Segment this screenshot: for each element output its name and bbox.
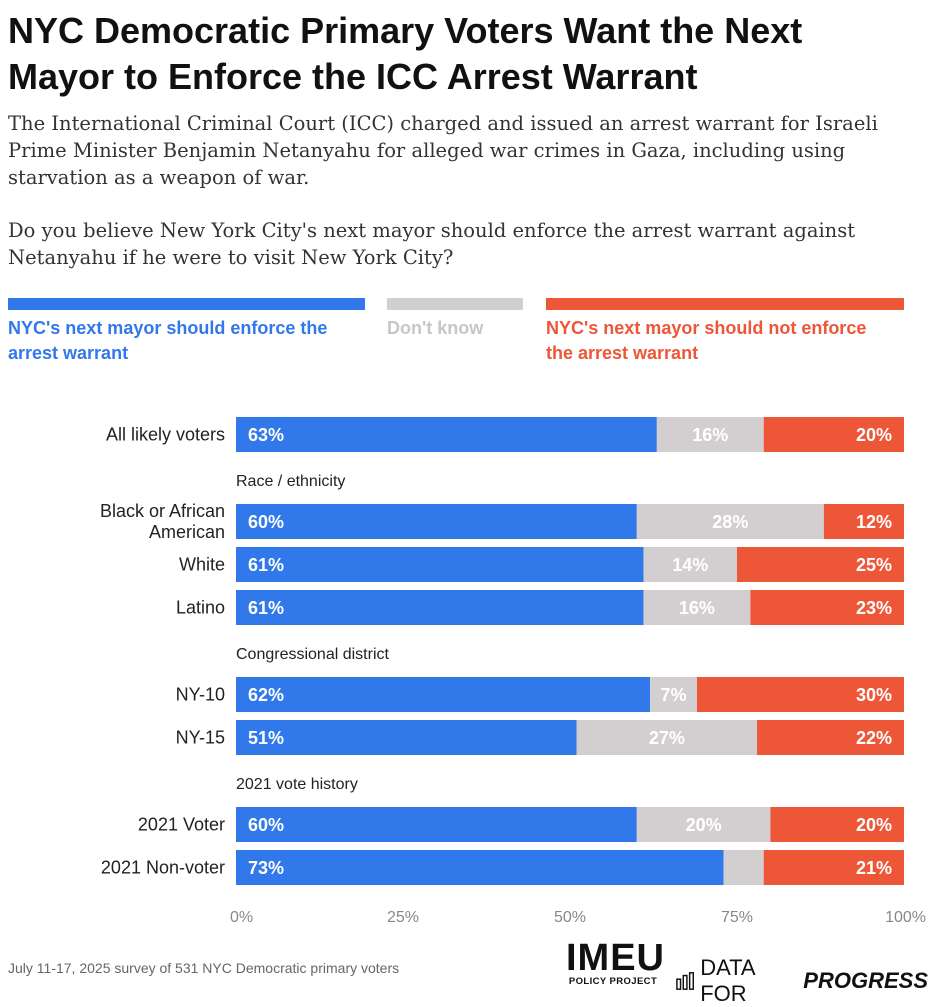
data-label: 25% bbox=[856, 555, 892, 575]
legend-label-dont-know: Don't know bbox=[387, 318, 484, 338]
data-label: 30% bbox=[856, 685, 892, 705]
data-label: 28% bbox=[712, 512, 748, 532]
bar-segment-not-enforce bbox=[757, 720, 904, 755]
legend-item-not-enforce: NYC's next mayor should not enforce the … bbox=[546, 298, 904, 366]
dfp-logo-text: DATA FOR bbox=[700, 955, 755, 1006]
bar-segment-not-enforce bbox=[823, 504, 904, 539]
data-label: 61% bbox=[248, 555, 284, 575]
bar-segment-enforce bbox=[236, 807, 637, 842]
bar-segment-not-enforce bbox=[737, 547, 904, 582]
data-label: 73% bbox=[248, 858, 284, 878]
x-tick-label: 100% bbox=[885, 909, 926, 926]
bar-segment-not-enforce bbox=[696, 677, 904, 712]
data-label: 60% bbox=[248, 512, 284, 532]
data-label: 21% bbox=[856, 858, 892, 878]
bar-segment-enforce bbox=[236, 547, 644, 582]
legend-label-enforce: NYC's next mayor should enforce the arre… bbox=[8, 318, 328, 363]
bar-segment-not-enforce bbox=[763, 850, 904, 885]
category-label: Black or African American bbox=[100, 501, 225, 542]
data-label: 20% bbox=[686, 815, 722, 835]
x-tick-label: 25% bbox=[387, 909, 419, 926]
legend-item-enforce: NYC's next mayor should enforce the arre… bbox=[8, 298, 365, 366]
bar-segment-not-enforce bbox=[750, 590, 904, 625]
bar-chart-icon bbox=[676, 972, 695, 990]
x-tick-label: 0% bbox=[230, 909, 253, 926]
data-label: 14% bbox=[672, 555, 708, 575]
bar-segment-not-enforce bbox=[763, 417, 904, 452]
data-label: 22% bbox=[856, 728, 892, 748]
data-label: 20% bbox=[856, 425, 892, 445]
bar-segment-dont-know bbox=[643, 547, 737, 582]
legend-item-dont-know: Don't know bbox=[387, 298, 523, 341]
data-label: 23% bbox=[856, 598, 892, 618]
category-label: NY-15 bbox=[176, 728, 225, 748]
bar-segment-enforce bbox=[236, 417, 657, 452]
x-tick-label: 75% bbox=[721, 909, 753, 926]
data-label: 20% bbox=[856, 815, 892, 835]
group-heading: 2021 vote history bbox=[236, 776, 358, 793]
survey-note: July 11-17, 2025 survey of 531 NYC Democ… bbox=[8, 960, 400, 976]
bar-segment-enforce bbox=[236, 504, 637, 539]
bar-segment-dont-know bbox=[636, 807, 771, 842]
category-label: All likely voters bbox=[106, 425, 225, 445]
group-heading: Congressional district bbox=[236, 646, 390, 663]
category-label: 2021 Voter bbox=[138, 815, 225, 835]
bar-segment-enforce bbox=[236, 850, 724, 885]
bar-segment-dont-know bbox=[656, 417, 764, 452]
category-label: 2021 Non-voter bbox=[101, 858, 225, 878]
category-label: Latino bbox=[176, 598, 225, 618]
survey-question: Do you believe New York City's next mayo… bbox=[8, 219, 856, 269]
imeu-logo-tagline: POLICY PROJECT bbox=[568, 976, 658, 987]
bar-segment-dont-know bbox=[636, 504, 824, 539]
bar-segment-dont-know bbox=[650, 677, 697, 712]
bar-segment-enforce bbox=[236, 677, 651, 712]
category-label: NY-10 bbox=[176, 685, 225, 705]
legend-label-not-enforce: NYC's next mayor should not enforce the … bbox=[546, 318, 867, 363]
data-label: 12% bbox=[856, 512, 892, 532]
legend-swatch-enforce bbox=[8, 298, 365, 310]
bar-segment-dont-know bbox=[643, 590, 751, 625]
chart-description: The International Criminal Court (ICC) c… bbox=[8, 112, 878, 189]
imeu-logo: IMEU POLICY PROJECT bbox=[566, 937, 665, 987]
chart-title: NYC Democratic Primary Voters Want the N… bbox=[8, 10, 803, 97]
data-label: 51% bbox=[248, 728, 284, 748]
data-label: 62% bbox=[248, 685, 284, 705]
bar-segment-enforce bbox=[236, 720, 577, 755]
legend-swatch-dont-know bbox=[387, 298, 523, 310]
data-label: 16% bbox=[679, 598, 715, 618]
group-heading: Race / ethnicity bbox=[236, 473, 345, 490]
imeu-logo-wordmark: IMEU bbox=[566, 937, 665, 979]
legend-swatch-not-enforce bbox=[546, 298, 904, 310]
bar-segment-dont-know bbox=[723, 850, 764, 885]
data-for-progress-logo: DATA FOR PROGRESS bbox=[676, 955, 928, 1007]
category-label: White bbox=[179, 555, 225, 575]
data-label: 7% bbox=[661, 685, 687, 705]
dfp-logo-emphasis: PROGRESS bbox=[803, 968, 928, 993]
data-label: 27% bbox=[649, 728, 685, 748]
x-tick-label: 50% bbox=[554, 909, 586, 926]
data-label: 60% bbox=[248, 815, 284, 835]
bar-segment-dont-know bbox=[576, 720, 758, 755]
data-label: 63% bbox=[248, 425, 284, 445]
bar-segment-not-enforce bbox=[770, 807, 904, 842]
stacked-bar-chart: All likely voters 63% 16% 20% Race / ethnici… bbox=[100, 417, 926, 926]
data-label: 61% bbox=[248, 598, 284, 618]
data-label: 16% bbox=[692, 425, 728, 445]
bar-segment-enforce bbox=[236, 590, 644, 625]
